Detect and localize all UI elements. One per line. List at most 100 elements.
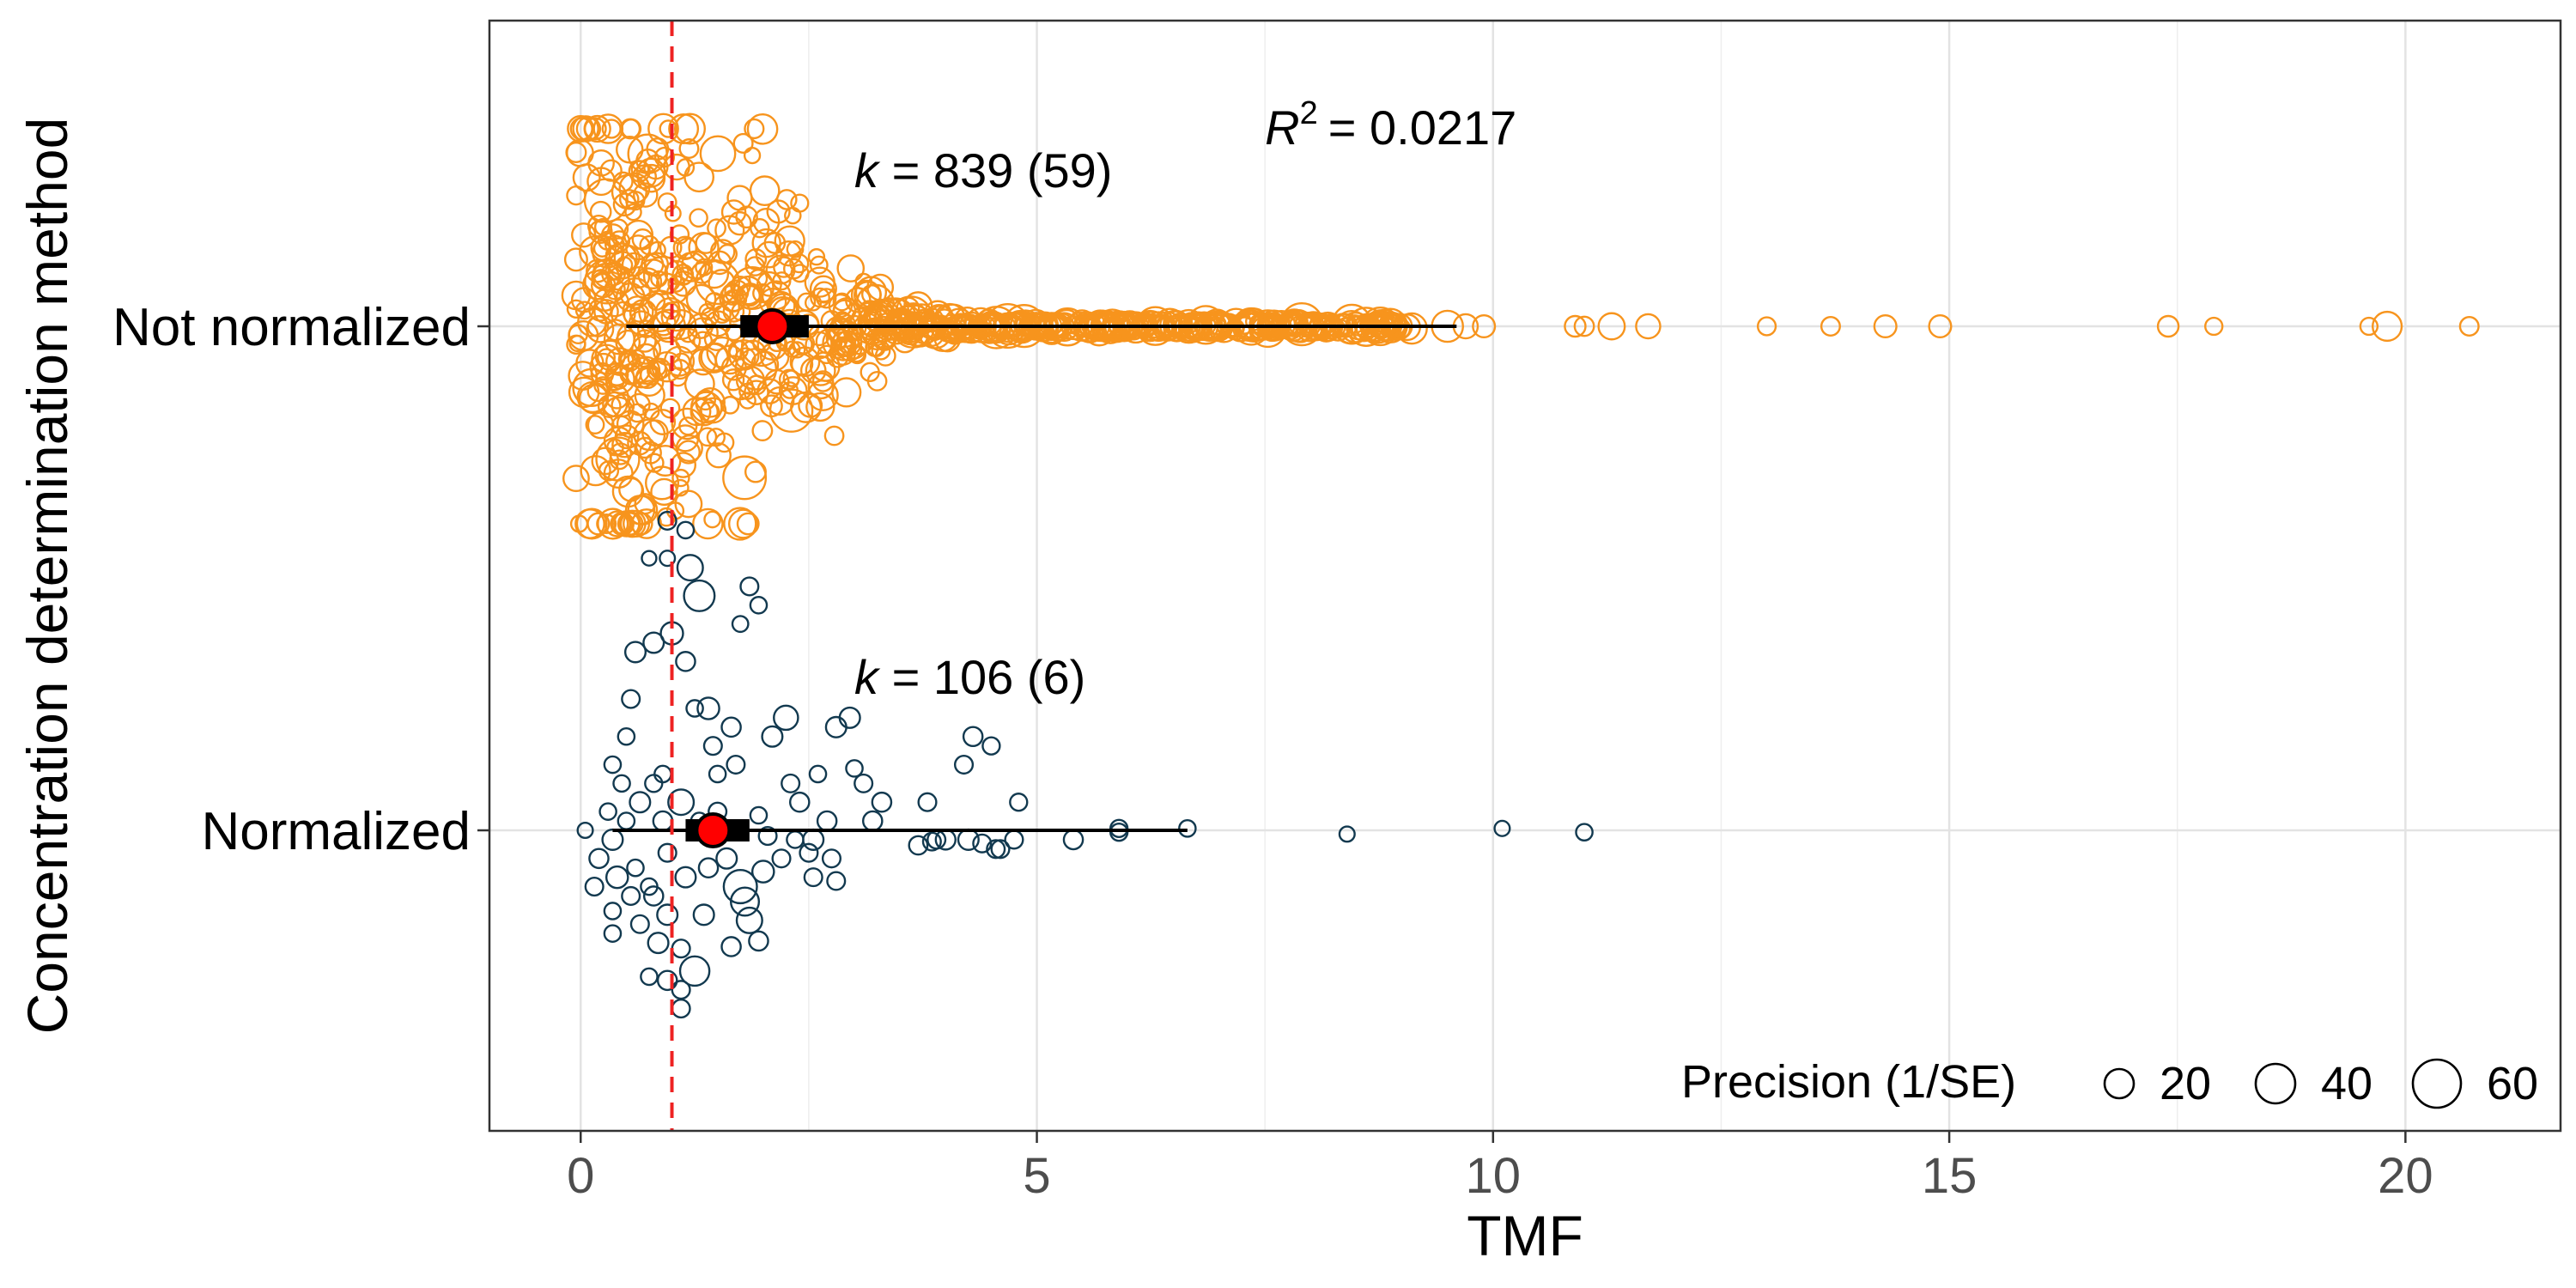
y-category-label: Not normalized <box>112 298 471 357</box>
data-point <box>722 301 745 323</box>
data-point <box>574 301 594 320</box>
data-point <box>597 394 622 418</box>
data-point <box>972 833 993 854</box>
x-tick-label: 15 <box>1922 1148 1978 1204</box>
data-point <box>647 932 670 955</box>
data-point <box>917 792 938 812</box>
data-point <box>765 386 795 416</box>
data-point <box>667 788 696 817</box>
data-point <box>775 240 802 267</box>
data-point <box>612 774 631 793</box>
data-point <box>1493 819 1511 837</box>
data-point <box>640 967 659 987</box>
data-point <box>685 699 704 718</box>
data-point <box>826 345 849 368</box>
data-point <box>845 759 864 778</box>
data-point <box>575 116 602 142</box>
data-point <box>738 382 756 400</box>
legend-key-circle <box>2103 1067 2136 1100</box>
data-point <box>699 135 737 173</box>
data-point <box>621 689 641 709</box>
data-point <box>807 248 826 266</box>
data-point <box>650 477 678 507</box>
axes: 0 5 10 15 20 Not normalized Normalized TMF Conce… <box>15 118 2433 1267</box>
data-point <box>854 276 888 308</box>
data-point <box>563 247 588 272</box>
data-point <box>752 283 773 304</box>
data-point <box>854 773 874 793</box>
data-point <box>871 340 891 361</box>
data-point <box>676 520 696 540</box>
data-point <box>598 460 620 482</box>
data-point <box>566 334 586 355</box>
k-annotation: k = 106 (6) <box>854 650 1085 704</box>
data-point <box>769 388 814 433</box>
data-point <box>874 344 896 367</box>
data-point <box>736 283 764 310</box>
data-point <box>874 305 899 330</box>
data-point <box>624 495 656 526</box>
data-point <box>808 764 828 784</box>
data-point <box>692 903 715 927</box>
data-point <box>676 158 696 177</box>
data-point <box>1928 313 1953 339</box>
data-point <box>587 214 611 238</box>
data-point <box>723 507 757 541</box>
data-point <box>681 250 711 280</box>
data-point <box>611 475 645 508</box>
data-point <box>1338 825 1356 843</box>
data-point <box>621 885 641 907</box>
data-point <box>672 235 698 261</box>
data-point <box>668 113 700 144</box>
data-point <box>831 377 862 408</box>
data-point <box>636 163 666 193</box>
data-point <box>588 848 610 870</box>
x-tick-label: 5 <box>1023 1148 1050 1204</box>
data-point <box>823 425 845 447</box>
data-point <box>832 299 857 323</box>
data-point <box>605 362 629 386</box>
data-point <box>601 118 622 139</box>
data-point <box>642 885 665 907</box>
data-point <box>727 508 759 539</box>
x-tick-label: 20 <box>2378 1148 2433 1204</box>
data-point <box>648 357 671 380</box>
data-point <box>2458 316 2480 337</box>
data-point <box>1575 823 1594 841</box>
data-point <box>653 146 676 168</box>
data-point <box>2372 310 2403 343</box>
data-point <box>656 903 679 927</box>
data-point <box>599 159 623 182</box>
data-point <box>735 205 758 229</box>
point-estimate <box>695 812 732 848</box>
data-point <box>752 207 781 235</box>
legend-key-circle <box>2254 1062 2297 1105</box>
data-point <box>721 368 745 392</box>
data-point <box>907 303 936 332</box>
data-point <box>675 651 696 672</box>
data-point <box>847 343 866 363</box>
data-point <box>789 346 821 378</box>
data-point <box>629 791 652 814</box>
data-point <box>1597 312 1626 341</box>
data-point <box>757 826 778 847</box>
data-point <box>616 410 645 439</box>
data-point <box>806 379 839 411</box>
data-point <box>2204 316 2224 337</box>
data-point <box>726 754 746 775</box>
data-point <box>722 455 768 501</box>
data-point <box>953 754 975 775</box>
data-point <box>783 258 805 280</box>
data-point <box>1873 313 1898 339</box>
data-point <box>744 118 765 140</box>
data-point <box>720 716 742 738</box>
data-point <box>585 415 605 435</box>
data-point <box>908 835 929 856</box>
data-point <box>738 284 761 307</box>
data-point <box>1756 316 1777 337</box>
data-point <box>1131 312 1154 334</box>
data-point <box>617 726 636 746</box>
data-point <box>653 337 682 366</box>
legend-key-circle <box>2411 1058 2463 1109</box>
